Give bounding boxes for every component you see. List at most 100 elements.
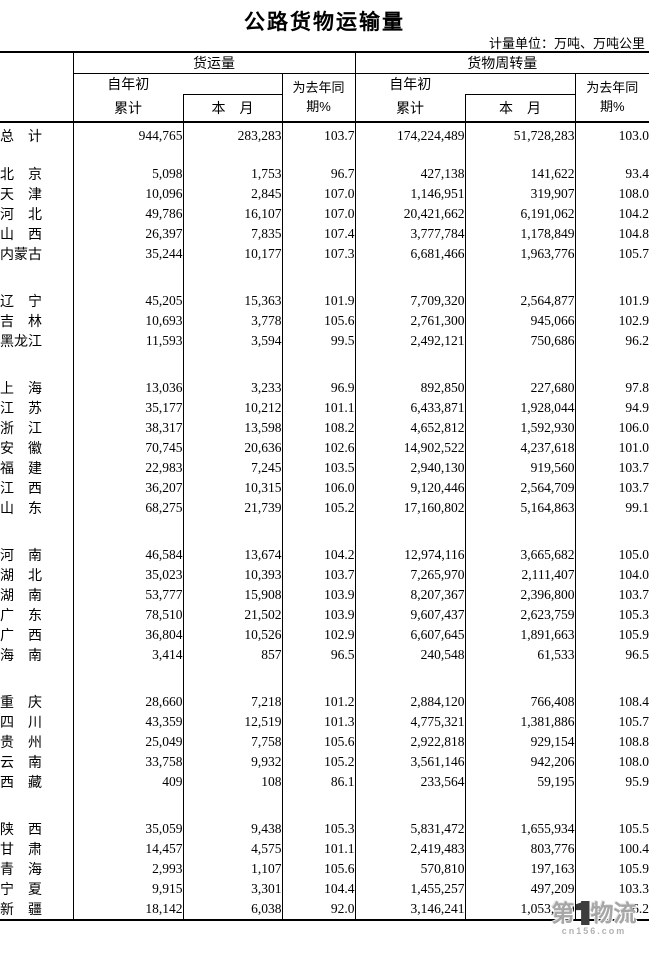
- value-cell: 3,146,241: [355, 899, 466, 920]
- province-cell: 浙 江: [0, 418, 74, 438]
- value-cell: 108.0: [618, 186, 649, 201]
- value-cell: 2,564,709: [465, 478, 576, 498]
- value-cell: 104.0: [618, 567, 649, 582]
- value-cell: 101.3: [282, 712, 356, 732]
- value-cell: 105.9: [618, 861, 649, 876]
- value-cell: 103.7: [618, 587, 649, 602]
- province-cell: 山 西: [0, 224, 74, 244]
- value-cell: 21,739: [183, 498, 283, 518]
- value-cell: 7,709,320: [355, 291, 466, 311]
- table-row: 黑龙江 11,593 3,594 99.5 2,492,121 750,686 96.2: [0, 331, 649, 351]
- table-row: 上 海 13,036 3,233 96.9 892,850 227,680 97.8: [0, 378, 649, 398]
- value-cell: [465, 264, 576, 291]
- table-header: 货运量 货物周转量 自年初 为去年同期% 自年初 为去年同期% 累计 本 月 累…: [0, 52, 649, 123]
- value-cell: 43,359: [73, 712, 184, 732]
- value-cell: 103.9: [282, 605, 356, 625]
- table-row: 四 川 43,359 12,519 101.3 4,775,321 1,381,886 10…: [0, 712, 649, 732]
- table-row: 安 徽 70,745 20,636 102.6 14,902,522 4,237,618 1…: [0, 438, 649, 458]
- value-cell: 26,397: [73, 224, 184, 244]
- value-cell: 1,146,951: [355, 184, 466, 204]
- province-cell: 陕 西: [0, 819, 74, 839]
- value-cell: [73, 665, 184, 692]
- value-cell: 25,049: [73, 732, 184, 752]
- value-cell: 104.2: [282, 545, 356, 565]
- table-row: 贵 州 25,049 7,758 105.6 2,922,818 929,154 108.8: [0, 732, 649, 752]
- value-cell: 101.1: [282, 839, 356, 859]
- value-cell: 94.9: [625, 400, 649, 415]
- value-cell: 107.4: [282, 224, 356, 244]
- province-cell: 重 庆: [0, 692, 74, 712]
- value-cell: 104.2: [618, 206, 649, 221]
- value-cell: [183, 148, 283, 164]
- yoy-header-right: 为去年同期%: [574, 73, 649, 123]
- value-cell: 107.3: [282, 244, 356, 264]
- value-cell: 10,526: [183, 625, 283, 645]
- table-row: 新 疆 18,142 6,038 92.0 3,146,241 1,053,260 96.2: [0, 899, 649, 920]
- table-row: 西 藏 409 108 86.1 233,564 59,195 95.9: [0, 772, 649, 792]
- value-cell: 104.4: [282, 879, 356, 899]
- value-cell: 10,177: [183, 244, 283, 264]
- value-cell: 105.0: [618, 547, 649, 562]
- value-cell: 96.2: [625, 901, 649, 916]
- value-cell: 103.7: [618, 460, 649, 475]
- value-cell: 942,206: [465, 752, 576, 772]
- value-cell: 21,502: [183, 605, 283, 625]
- value-cell: 103.5: [282, 458, 356, 478]
- value-cell: 6,433,871: [355, 398, 466, 418]
- value-cell: 10,693: [73, 311, 184, 331]
- value-cell: [73, 792, 184, 819]
- value-cell: 5,098: [73, 164, 184, 184]
- value-cell: 68,275: [73, 498, 184, 518]
- value-cell: 240,548: [355, 645, 466, 665]
- value-cell: [355, 518, 466, 545]
- value-cell: 7,758: [183, 732, 283, 752]
- value-cell: [73, 351, 184, 378]
- value-cell: 70,745: [73, 438, 184, 458]
- value-cell: [355, 665, 466, 692]
- value-cell: 103.0: [618, 127, 649, 143]
- value-cell: 7,218: [183, 692, 283, 712]
- table-row: [0, 264, 649, 291]
- value-cell: 14,902,522: [355, 438, 466, 458]
- value-cell: 86.1: [282, 772, 356, 792]
- value-cell: 4,237,618: [465, 438, 576, 458]
- value-cell: 105.6: [282, 311, 356, 331]
- value-cell: [355, 351, 466, 378]
- province-cell: 新 疆: [0, 899, 74, 920]
- value-cell: [282, 518, 356, 545]
- value-cell: 38,317: [73, 418, 184, 438]
- value-cell: 7,245: [183, 458, 283, 478]
- unit-note: 计量单位：万吨、万吨公里: [488, 36, 645, 51]
- province-cell: 广 东: [0, 605, 74, 625]
- value-cell: 106.0: [282, 478, 356, 498]
- value-cell: 105.2: [282, 752, 356, 772]
- value-cell: 803,776: [465, 839, 576, 859]
- table-row: 青 海 2,993 1,107 105.6 570,810 197,163 105.9: [0, 859, 649, 879]
- province-cell: [0, 665, 74, 692]
- table-row: 广 西 36,804 10,526 102.9 6,607,645 1,891,663 10…: [0, 625, 649, 645]
- value-cell: [282, 148, 356, 164]
- value-cell: 4,652,812: [355, 418, 466, 438]
- value-cell: 59,195: [465, 772, 576, 792]
- value-cell: 3,665,682: [465, 545, 576, 565]
- value-cell: [355, 792, 466, 819]
- value-cell: 108.8: [618, 734, 649, 749]
- table-row: 总 计 944,765 283,283 103.7 174,224,489 51,728,…: [0, 122, 649, 148]
- province-cell: [0, 792, 74, 819]
- freight-table: 货运量 货物周转量 自年初 为去年同期% 自年初 为去年同期% 累计 本 月 累…: [0, 51, 649, 921]
- province-cell: 上 海: [0, 378, 74, 398]
- province-cell: 宁 夏: [0, 879, 74, 899]
- value-cell: 45,205: [73, 291, 184, 311]
- value-cell: [282, 264, 356, 291]
- watermark-suffix-chars: 物流: [590, 899, 637, 926]
- value-cell: 1,455,257: [355, 879, 466, 899]
- value-cell: 105.3: [282, 819, 356, 839]
- value-cell: 1,053,260: [465, 899, 576, 920]
- value-cell: 13,674: [183, 545, 283, 565]
- value-cell: 4,775,321: [355, 712, 466, 732]
- value-cell: 3,301: [183, 879, 283, 899]
- value-cell: 105.6: [282, 732, 356, 752]
- value-cell: 100.4: [618, 841, 649, 856]
- value-cell: 283,283: [183, 122, 283, 148]
- value-cell: 102.9: [282, 625, 356, 645]
